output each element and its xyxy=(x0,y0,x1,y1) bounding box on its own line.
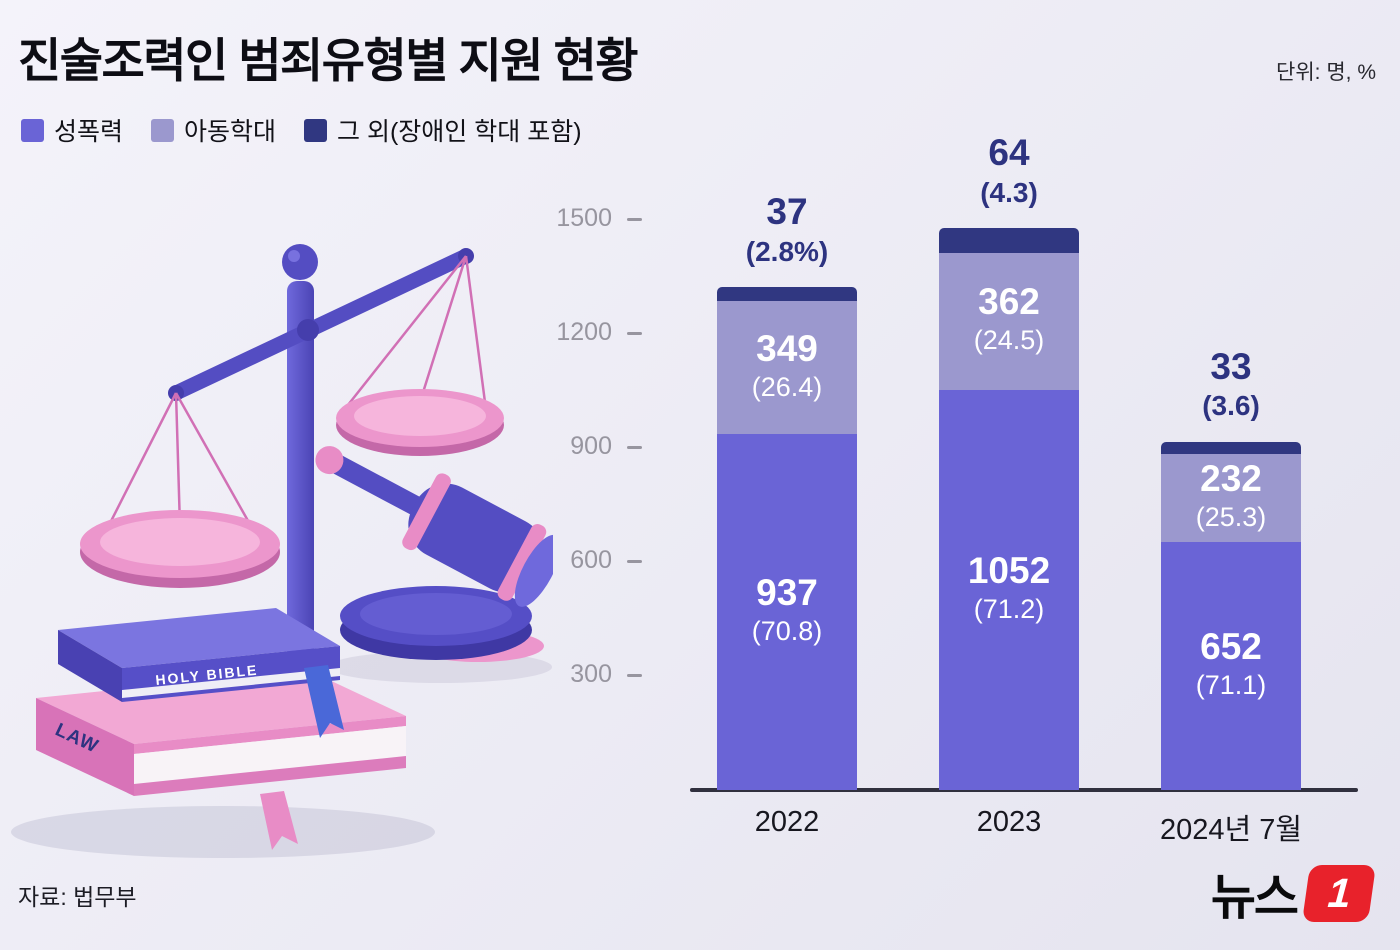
legend-item: 그 외(장애인 학대 포함) xyxy=(304,112,582,148)
legend-label: 아동학대 xyxy=(184,118,277,146)
scale-stand xyxy=(282,244,318,716)
legend: 성폭력 아동학대 그 외(장애인 학대 포함) xyxy=(21,112,582,148)
unit-label: 단위: 명, % xyxy=(1276,61,1376,84)
scale-pan-right xyxy=(336,389,504,456)
bar-top-value: 37 xyxy=(766,191,808,233)
segment-percent: (25.3) xyxy=(1195,502,1267,533)
segment-value: 349 xyxy=(756,327,818,369)
bar-segment-mid xyxy=(939,252,1079,391)
segment-label: 652 (71.1) xyxy=(1161,626,1301,702)
logo-one: 1 xyxy=(1326,870,1353,916)
bar-segment-top xyxy=(939,228,1079,253)
y-axis-tick-mark xyxy=(627,446,642,449)
segment-percent: (70.8) xyxy=(751,615,823,646)
y-axis-tick-mark xyxy=(627,674,642,677)
page-title: 진술조력인 범죄유형별 지원 현황 xyxy=(18,34,639,87)
logo-badge: 1 xyxy=(1301,865,1377,922)
segment-label: 349 (26.4) xyxy=(717,328,857,404)
bar-segment-top xyxy=(717,287,857,302)
segment-value: 362 xyxy=(978,281,1040,323)
bar-segment-main xyxy=(1161,542,1301,790)
bar-segment-main xyxy=(717,433,857,790)
y-axis-tick-mark xyxy=(627,560,642,563)
bar-total-label: 33 (3.6) xyxy=(1121,346,1341,425)
legend-swatch xyxy=(151,118,175,142)
bar-segment-top xyxy=(1161,441,1301,455)
y-axis-tick-label: 600 xyxy=(570,546,612,574)
segment-label: 362 (24.5) xyxy=(939,281,1079,357)
bible-book: HOLY BIBLE xyxy=(58,608,340,702)
legend-label: 성폭력 xyxy=(54,118,124,146)
y-axis-tick-mark xyxy=(627,332,642,335)
bar-total-label: 64 (4.3) xyxy=(899,132,1119,211)
segment-value: 652 xyxy=(1200,626,1262,668)
legend-item: 성폭력 xyxy=(21,112,123,148)
segment-percent: (71.2) xyxy=(973,594,1045,625)
bar-segment-mid xyxy=(1161,454,1301,543)
y-axis-tick-label: 1500 xyxy=(556,204,612,232)
bar-top-value: 64 xyxy=(988,132,1030,174)
logo-text: 뉴스 xyxy=(1210,871,1299,925)
bar-total-label: 37 (2.8%) xyxy=(677,191,897,270)
source-label: 자료: 법무부 xyxy=(18,884,137,910)
segment-percent: (71.1) xyxy=(1195,670,1267,701)
x-axis-label: 2023 xyxy=(976,806,1042,838)
bar-top-percent: (3.6) xyxy=(1202,390,1260,422)
x-axis-label: 2024년 7월 xyxy=(1159,814,1303,846)
x-axis-line xyxy=(690,788,1358,792)
segment-label: 232 (25.3) xyxy=(1161,458,1301,534)
y-axis-tick-label: 900 xyxy=(570,432,612,460)
segment-percent: (26.4) xyxy=(751,371,823,402)
bar-top-percent: (2.8%) xyxy=(745,235,829,267)
x-axis-label: 2022 xyxy=(754,806,820,838)
bar-top-value: 33 xyxy=(1210,345,1252,387)
bar-top-percent: (4.3) xyxy=(980,176,1038,208)
y-axis-tick-label: 1200 xyxy=(556,318,612,346)
segment-value: 937 xyxy=(756,571,818,613)
y-axis-tick-mark xyxy=(627,218,642,221)
pink-ribbon xyxy=(260,791,298,850)
segment-value: 232 xyxy=(1200,458,1262,500)
segment-label: 937 (70.8) xyxy=(717,572,857,648)
bar-segment-main xyxy=(939,390,1079,790)
segment-label: 1052 (71.2) xyxy=(939,550,1079,626)
gavel-block xyxy=(340,586,544,662)
justice-scale-illustration: LAW HOLY BIBLE xyxy=(11,244,553,858)
scale-chains xyxy=(102,255,488,536)
legend-label: 그 외(장애인 학대 포함) xyxy=(337,118,582,146)
scale-pan-left xyxy=(80,510,280,588)
news1-logo: 뉴스 1 xyxy=(1210,858,1377,929)
bar-segment-mid xyxy=(717,301,857,434)
blue-ribbon xyxy=(304,665,344,738)
y-axis-tick-label: 300 xyxy=(570,660,612,688)
books-shadow xyxy=(11,806,435,858)
legend-swatch xyxy=(304,118,328,142)
legend-item: 아동학대 xyxy=(151,112,276,148)
segment-value: 1052 xyxy=(967,550,1051,592)
gavel-icon xyxy=(315,446,553,607)
segment-percent: (24.5) xyxy=(973,325,1045,356)
legend-swatch xyxy=(21,118,44,142)
